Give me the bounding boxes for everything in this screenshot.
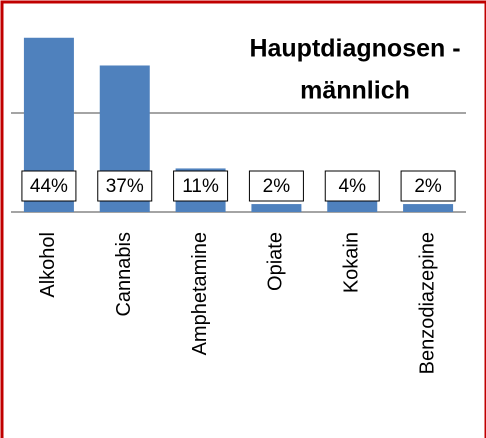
- chart-title: männlich: [300, 77, 410, 105]
- bar: [403, 204, 454, 212]
- chart-title: Hauptdiagnosen -: [249, 35, 460, 63]
- x-tick-label: Kokain: [341, 232, 363, 293]
- x-tick-label: Alkohol: [37, 232, 59, 298]
- x-tick-label: Benzodiazepine: [416, 232, 438, 374]
- data-label: 2%: [263, 176, 291, 197]
- data-label: 4%: [339, 176, 367, 197]
- data-label-box: [173, 170, 229, 202]
- data-label-box: [400, 170, 456, 202]
- data-label: 37%: [106, 176, 144, 197]
- data-label-box: [324, 170, 380, 202]
- x-tick-label: Opiate: [265, 232, 287, 291]
- data-label: 44%: [30, 176, 68, 197]
- x-tick-label: Cannabis: [113, 232, 135, 317]
- data-label: 2%: [414, 176, 442, 197]
- bar: [251, 204, 302, 212]
- data-label-box: [248, 170, 304, 202]
- data-label-box: [97, 170, 153, 202]
- x-tick-label: Amphetamine: [189, 232, 211, 355]
- data-label-box: [21, 170, 77, 202]
- data-label: 11%: [182, 176, 219, 197]
